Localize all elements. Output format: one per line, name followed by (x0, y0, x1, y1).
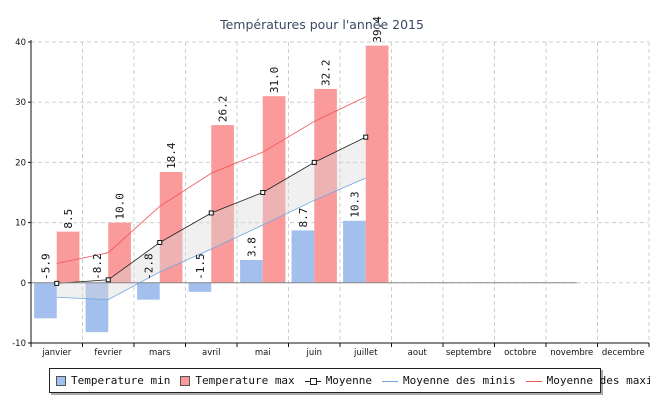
data-label-max: 31.0 (268, 67, 281, 94)
bar-temperature-min (240, 260, 263, 283)
y-tick-label: 40 (15, 38, 26, 48)
bar-temperature-max (211, 125, 234, 283)
bar-temperature-min (292, 230, 315, 282)
bar-temperature-max (57, 232, 80, 283)
legend-item: Moyenne des maxis (526, 374, 650, 387)
bar-temperature-min (343, 221, 366, 283)
bar-temperature-min (189, 283, 212, 292)
legend-line (305, 376, 321, 386)
chart-legend: Temperature min Temperature max Moyenne Moy… (49, 368, 601, 393)
x-tick-label: septembre (446, 348, 492, 358)
moyenne-marker (261, 191, 265, 195)
x-tick-label: octobre (504, 348, 536, 358)
legend-swatch (180, 376, 190, 386)
legend-line (382, 376, 398, 386)
x-tick-label: mai (255, 348, 271, 358)
x-tick-label: novembre (550, 348, 593, 358)
y-tick-label: 20 (15, 158, 26, 168)
temperature-chart: Températures pour l'année 2015 -5.9 -8.2-… (0, 0, 650, 400)
y-tick-label: 30 (15, 98, 26, 108)
data-label-min: -1.5 (194, 253, 207, 280)
bar-temperature-max (366, 46, 389, 283)
data-label-max: 39.4 (371, 16, 384, 43)
legend-label: Moyenne (326, 374, 372, 387)
y-tick-label: 10 (15, 219, 26, 229)
moyenne-marker (106, 278, 110, 282)
data-label-min: -8.2 (91, 253, 104, 280)
x-tick-label: aout (408, 348, 428, 358)
legend-item: Temperature min (56, 374, 170, 387)
bar-temperature-min (34, 283, 57, 319)
legend-swatch (56, 376, 66, 386)
x-tick-label: fevrier (94, 348, 122, 358)
legend-line (526, 376, 542, 386)
moyenne-marker (209, 211, 213, 215)
legend-marker (310, 378, 317, 385)
legend-item: Temperature max (180, 374, 294, 387)
x-tick-label: juin (306, 348, 323, 358)
y-tick-label: -10 (12, 339, 26, 349)
chart-title: Températures pour l'année 2015 (219, 17, 424, 32)
legend-label: Moyenne des minis (403, 374, 516, 387)
data-label-min: 10.3 (348, 191, 361, 218)
data-label-max: 8.5 (62, 209, 75, 229)
legend-label: Temperature min (71, 374, 170, 387)
bar-temperature-min (137, 283, 160, 300)
data-label-max: 26.2 (217, 96, 230, 123)
legend-label: Moyenne des maxis (547, 374, 650, 387)
legend-item: Moyenne des minis (382, 374, 516, 387)
x-tick-label: mars (149, 348, 171, 358)
data-label-min: -5.9 (39, 253, 52, 280)
x-tick-label: janvier (41, 348, 72, 358)
x-tick-label: juillet (353, 348, 378, 358)
moyenne-marker (158, 240, 162, 244)
data-label-max: 10.0 (114, 193, 127, 220)
legend-item: Moyenne (305, 374, 372, 387)
data-label-min: 8.7 (297, 208, 310, 228)
data-label-min: 3.8 (245, 237, 258, 257)
legend-label: Temperature max (195, 374, 294, 387)
x-tick-label: decembre (602, 348, 645, 358)
plot-area: -5.9 -8.2 -2.8 -1.5 3.8 8.7 10.3 8.5 10.0 18.4 26.… (12, 16, 649, 358)
data-label-max: 32.2 (320, 59, 333, 86)
x-tick-label: avril (202, 348, 220, 358)
moyenne-marker (364, 135, 368, 139)
data-label-max: 18.4 (165, 142, 178, 169)
data-label-min: -2.8 (142, 253, 155, 280)
moyenne-marker (55, 281, 59, 285)
y-tick-label: 0 (21, 279, 26, 289)
moyenne-marker (312, 160, 316, 164)
